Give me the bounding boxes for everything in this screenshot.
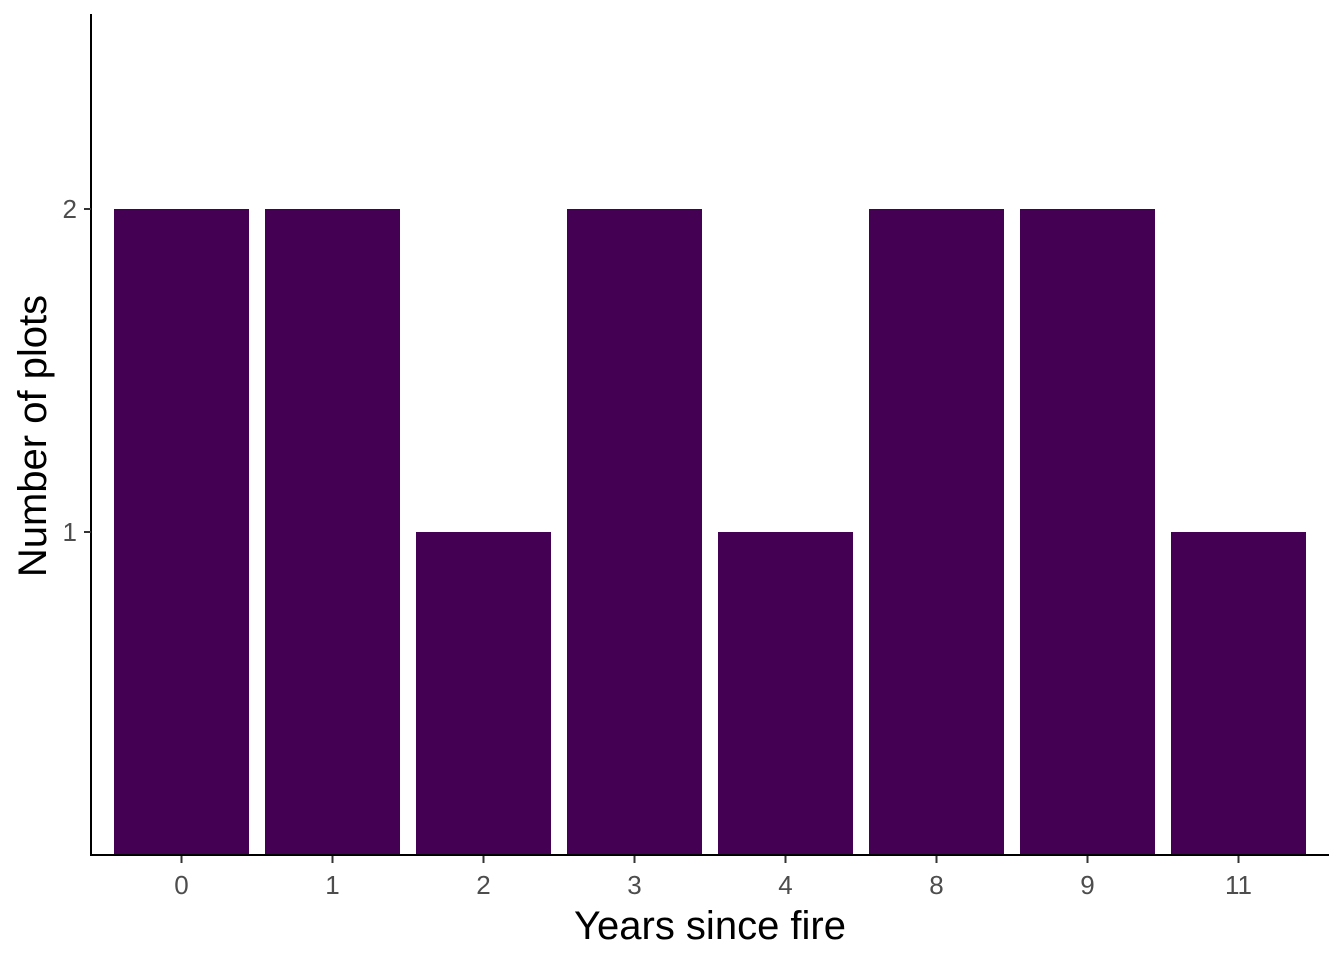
- x-tick-label-8: 8: [929, 870, 943, 900]
- y-axis-title: Number of plots: [11, 295, 55, 577]
- bars-group: [114, 209, 1306, 855]
- bar-1: [265, 209, 400, 855]
- bar-9: [1020, 209, 1155, 855]
- y-tick-label-1: 1: [63, 517, 77, 547]
- bar-11: [1171, 532, 1306, 855]
- bar-8: [869, 209, 1004, 855]
- x-axis-title: Years since fire: [574, 904, 846, 948]
- x-tick-label-4: 4: [778, 870, 792, 900]
- bar-4: [718, 532, 853, 855]
- x-tick-label-1: 1: [325, 870, 339, 900]
- y-ticks-group: 12: [63, 194, 91, 547]
- x-tick-label-3: 3: [627, 870, 641, 900]
- x-tick-label-2: 2: [476, 870, 490, 900]
- y-tick-label-2: 2: [63, 194, 77, 224]
- bar-3: [567, 209, 702, 855]
- x-ticks-group: 0 1 2 3 4 8 9 11: [174, 856, 1252, 900]
- bar-0: [114, 209, 249, 855]
- x-tick-label-9: 9: [1080, 870, 1094, 900]
- bar-2: [416, 532, 551, 855]
- x-tick-label-0: 0: [174, 870, 188, 900]
- x-tick-label-11: 11: [1225, 870, 1252, 900]
